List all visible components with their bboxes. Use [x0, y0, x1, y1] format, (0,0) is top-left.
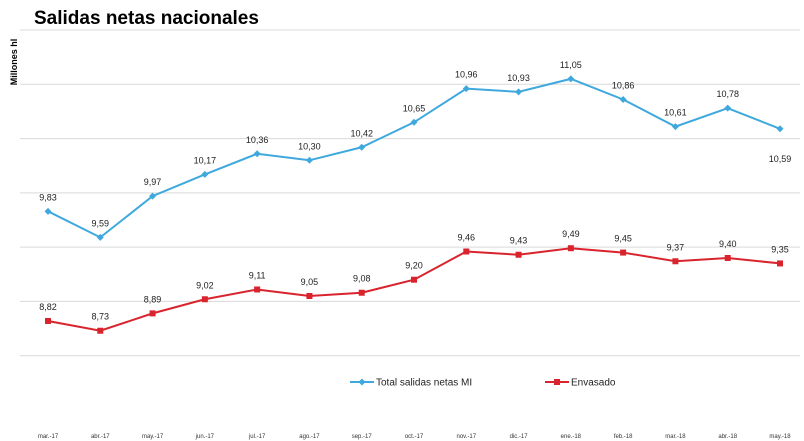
- point-marker: [671, 123, 679, 131]
- data-label: 9,49: [562, 229, 580, 239]
- point-marker: [515, 251, 522, 258]
- x-tick-label: feb.-18: [614, 434, 633, 440]
- data-label: 10,96: [455, 70, 478, 80]
- data-label: 9,83: [39, 192, 57, 202]
- x-tick-label: sep.-17: [352, 434, 373, 440]
- data-label: 8,89: [144, 294, 162, 304]
- data-label: 10,78: [716, 89, 739, 99]
- point-marker: [724, 255, 731, 261]
- x-tick-label: oct.-17: [405, 434, 424, 440]
- data-label: 9,59: [92, 218, 110, 228]
- point-marker: [619, 95, 627, 103]
- data-label: 9,45: [614, 234, 632, 244]
- data-label: 10,36: [246, 135, 269, 145]
- data-label: 10,61: [664, 108, 687, 118]
- data-label: 9,05: [301, 277, 319, 287]
- data-label: 10,17: [194, 155, 217, 165]
- data-label: 10,42: [350, 128, 373, 138]
- point-marker: [97, 327, 104, 334]
- x-tick-label: may.-17: [142, 434, 164, 440]
- x-tick-label: jun.-17: [195, 434, 215, 440]
- point-marker: [672, 258, 679, 265]
- point-marker: [149, 192, 157, 200]
- point-marker: [254, 286, 261, 293]
- y-axis-label: Millones hl: [9, 39, 19, 86]
- data-label: 9,43: [510, 236, 528, 246]
- point-marker: [515, 88, 523, 96]
- x-tick-label: abr.-17: [91, 434, 110, 440]
- legend: Total salidas netas MI Envasado: [350, 378, 616, 389]
- point-marker: [306, 293, 313, 299]
- data-label: 9,97: [144, 177, 162, 187]
- chart-title: Salidas netas nacionales: [34, 8, 259, 29]
- point-marker: [305, 156, 313, 164]
- data-label: 9,35: [771, 244, 789, 254]
- x-tick-label: jul.-17: [248, 434, 266, 440]
- point-marker: [411, 276, 417, 283]
- point-marker: [201, 296, 208, 303]
- data-label: 9,40: [719, 239, 737, 249]
- data-label: 11,05: [560, 60, 582, 70]
- point-marker: [410, 118, 418, 126]
- point-marker: [777, 260, 783, 267]
- x-tick-label: abr.-18: [718, 434, 737, 440]
- data-label: 9,20: [405, 261, 423, 271]
- point-marker: [253, 150, 261, 158]
- data-label: 9,02: [196, 280, 214, 290]
- legend-label: Total salidas netas MI: [376, 378, 472, 389]
- data-label: 10,30: [298, 141, 321, 151]
- x-tick-label: mar.-17: [38, 434, 59, 440]
- point-marker: [724, 104, 732, 112]
- x-tick-label: mar.-18: [665, 434, 686, 440]
- data-label: 10,93: [507, 73, 530, 83]
- point-marker: [567, 75, 575, 83]
- point-marker: [620, 249, 627, 256]
- point-marker: [776, 125, 784, 133]
- legend-marker: [554, 379, 560, 385]
- point-marker: [567, 245, 574, 252]
- point-marker: [463, 248, 470, 255]
- point-marker: [44, 207, 52, 215]
- data-label: 10,59: [769, 154, 792, 164]
- data-label: 9,46: [458, 232, 476, 242]
- data-label: 9,37: [667, 242, 685, 252]
- series-markers: [44, 75, 784, 334]
- x-tick-label: may.-18: [769, 434, 791, 440]
- x-tick-label: ago.-17: [299, 434, 320, 440]
- point-marker: [45, 317, 51, 324]
- legend-label: Envasado: [571, 378, 616, 389]
- data-label: 10,86: [612, 80, 635, 90]
- legend-marker: [358, 378, 366, 386]
- point-marker: [462, 85, 470, 93]
- data-label: 9,08: [353, 274, 371, 284]
- x-tick-label: ene.-18: [561, 434, 582, 440]
- data-labels: 9,83 9,59 9,97 10,17 10,36 10,30 10,42 10,65 10,…: [39, 60, 791, 322]
- point-marker: [358, 289, 365, 296]
- x-axis-ticks: mar.-17 abr.-17 may.-17 jun.-17 jul.-17 ago.-…: [38, 434, 791, 440]
- x-tick-label: nov.-17: [456, 434, 476, 440]
- point-marker: [149, 310, 156, 317]
- point-marker: [358, 143, 366, 151]
- gridlines: [20, 29, 800, 357]
- data-label: 9,11: [249, 270, 266, 280]
- point-marker: [96, 233, 104, 241]
- data-label: 8,73: [92, 312, 110, 322]
- data-label: 10,65: [403, 103, 426, 113]
- x-tick-label: dic.-17: [510, 434, 529, 440]
- point-marker: [201, 170, 209, 178]
- data-label: 8,82: [39, 302, 57, 312]
